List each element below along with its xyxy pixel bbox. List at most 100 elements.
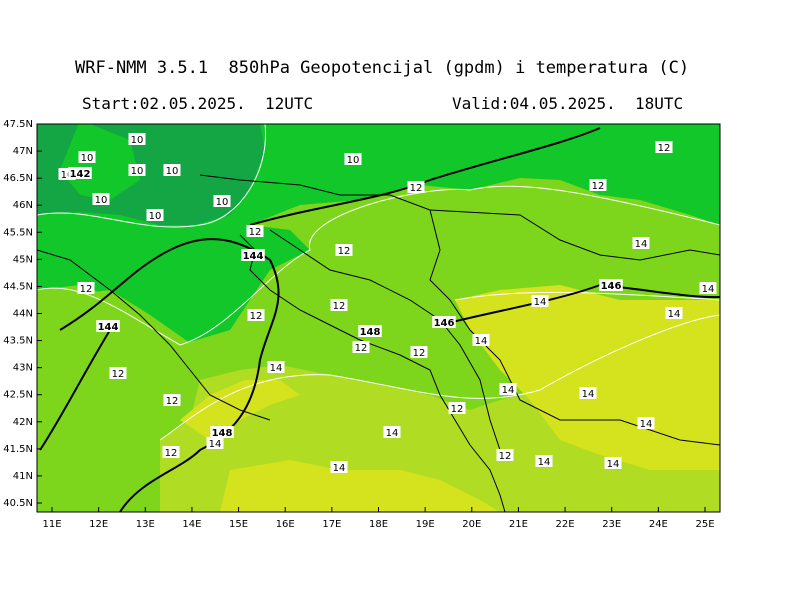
geopotential-label: 142	[68, 167, 92, 180]
lat-tick-label: 41.5N	[3, 444, 33, 455]
svg-text:12: 12	[410, 183, 423, 194]
svg-text:12: 12	[499, 451, 512, 462]
lon-tick-label: 17E	[322, 519, 341, 530]
svg-text:14: 14	[607, 459, 620, 470]
border-east	[429, 209, 720, 261]
temperature-label: 10	[213, 195, 231, 208]
temperature-label: 12	[410, 346, 428, 359]
lat-tick-label: 42N	[13, 417, 33, 428]
svg-text:12: 12	[355, 343, 368, 354]
svg-text:14: 14	[386, 428, 399, 439]
temperature-label: 12	[162, 446, 180, 459]
lon-axis: 11E 12E 13E 14E 15E 16E 17E 18E 19E 20E 21E 22E 23E 2…	[42, 519, 714, 530]
lat-tick-label: 42.5N	[3, 390, 33, 401]
geopotential-label: 146	[432, 316, 456, 329]
svg-text:12: 12	[80, 284, 93, 295]
temperature-label: 10	[128, 164, 146, 177]
temperature-label: 12	[407, 181, 425, 194]
svg-text:10: 10	[61, 170, 74, 181]
temperature-contours	[37, 124, 720, 441]
lat-tick-label: 45N	[13, 254, 33, 265]
temperature-label: 14	[535, 455, 553, 468]
svg-text:14: 14	[640, 419, 653, 430]
lon-tick-label: 18E	[369, 519, 388, 530]
temperature-label: 10	[163, 164, 181, 177]
temperature-label: 12	[352, 341, 370, 354]
svg-text:10: 10	[95, 195, 108, 206]
valid-time: Valid:04.05.2025. 18UTC	[452, 94, 684, 113]
svg-text:14: 14	[582, 389, 595, 400]
svg-text:10: 10	[131, 135, 144, 146]
svg-text:14: 14	[538, 457, 551, 468]
lon-tick-label: 13E	[136, 519, 155, 530]
svg-text:12: 12	[165, 448, 178, 459]
temperature-label: 10	[344, 153, 362, 166]
temperature-label: 12	[335, 244, 353, 257]
lat-tick-label: 41N	[13, 471, 33, 482]
svg-text:14: 14	[668, 309, 681, 320]
lat-tick-label: 40.5N	[3, 498, 33, 509]
temperature-label: 14	[699, 282, 717, 295]
temperature-label: 14	[579, 387, 597, 400]
temperature-label: 14	[499, 383, 517, 396]
svg-text:10: 10	[347, 155, 360, 166]
svg-text:146: 146	[601, 281, 622, 292]
lon-tick-label: 15E	[229, 519, 248, 530]
lat-tick-label: 47N	[13, 146, 33, 157]
lat-tick-label: 44.5N	[3, 281, 33, 292]
lon-tick-label: 19E	[416, 519, 435, 530]
svg-text:12: 12	[451, 404, 464, 415]
chart-title: WRF-NMM 3.5.1 850hPa Geopotencijal (gpdm…	[75, 58, 690, 78]
svg-text:14: 14	[270, 363, 283, 374]
svg-text:14: 14	[333, 463, 346, 474]
svg-text:14: 14	[209, 439, 222, 450]
temperature-label: 12	[247, 309, 265, 322]
border-inner	[269, 229, 501, 451]
svg-text:12: 12	[338, 246, 351, 257]
temperature-label: 14	[206, 437, 224, 450]
temperature-label: 14	[637, 417, 655, 430]
lat-tick-label: 47.5N	[3, 119, 33, 130]
temperature-label: 12	[163, 394, 181, 407]
temperature-label: 12	[77, 282, 95, 295]
lon-tick-label: 14E	[182, 519, 201, 530]
lat-tick-label: 43N	[13, 363, 33, 374]
svg-text:12: 12	[333, 301, 346, 312]
svg-text:12: 12	[592, 181, 605, 192]
svg-text:14: 14	[534, 297, 547, 308]
temperature-label: 10	[92, 193, 110, 206]
lat-tick-label: 46N	[13, 200, 33, 211]
temperature-label: 14	[531, 295, 549, 308]
lon-tick-label: 20E	[462, 519, 481, 530]
lat-tick-label: 46.5N	[3, 173, 33, 184]
svg-text:10: 10	[81, 153, 94, 164]
svg-text:142: 142	[70, 169, 91, 180]
temperature-field	[37, 124, 720, 512]
svg-text:10: 10	[216, 197, 229, 208]
start-time: Start:02.05.2025. 12UTC	[82, 94, 314, 113]
temperature-label: 10	[146, 209, 164, 222]
svg-text:14: 14	[502, 385, 515, 396]
svg-text:14: 14	[702, 284, 715, 295]
svg-text:146: 146	[434, 318, 455, 329]
svg-text:144: 144	[98, 322, 119, 333]
svg-text:12: 12	[249, 227, 262, 238]
temperature-label: 14	[665, 307, 683, 320]
geopotential-label: 146	[599, 279, 623, 292]
temperature-label: 14	[330, 461, 348, 474]
lon-tick-label: 23E	[602, 519, 621, 530]
temperature-label: 14	[604, 457, 622, 470]
lat-tick-label: 45.5N	[3, 227, 33, 238]
temp-band-15-south	[220, 460, 500, 512]
geopotential-label: 148	[358, 325, 382, 338]
svg-text:12: 12	[413, 348, 426, 359]
svg-text:144: 144	[243, 251, 264, 262]
temperature-label: 12	[655, 141, 673, 154]
lon-tick-label: 25E	[695, 519, 714, 530]
temperature-label: 12	[448, 402, 466, 415]
temperature-label: 10	[128, 133, 146, 146]
temperature-label: 14	[472, 334, 490, 347]
lat-tick-label: 44N	[13, 309, 33, 320]
lon-tick-label: 12E	[89, 519, 108, 530]
